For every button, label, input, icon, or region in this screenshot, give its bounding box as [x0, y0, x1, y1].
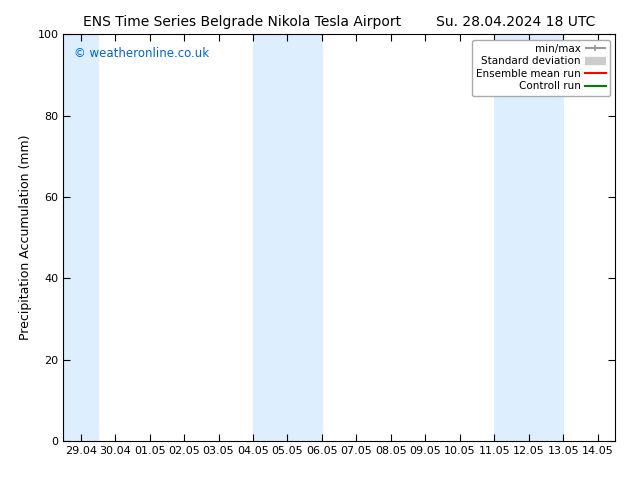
Bar [495, 34, 563, 441]
Text: © weatheronline.co.uk: © weatheronline.co.uk [74, 47, 210, 59]
Bar [253, 34, 322, 441]
Title: ENS Time Series Belgrade Nikola Tesla Airport        Su. 28.04.2024 18 UTC: ENS Time Series Belgrade Nikola Tesla Ai… [83, 15, 595, 29]
Bar [63, 34, 98, 441]
Legend: min/max, Standard deviation, Ensemble mean run, Controll run: min/max, Standard deviation, Ensemble me… [472, 40, 610, 96]
Y-axis label: Precipitation Accumulation (mm): Precipitation Accumulation (mm) [19, 135, 32, 341]
